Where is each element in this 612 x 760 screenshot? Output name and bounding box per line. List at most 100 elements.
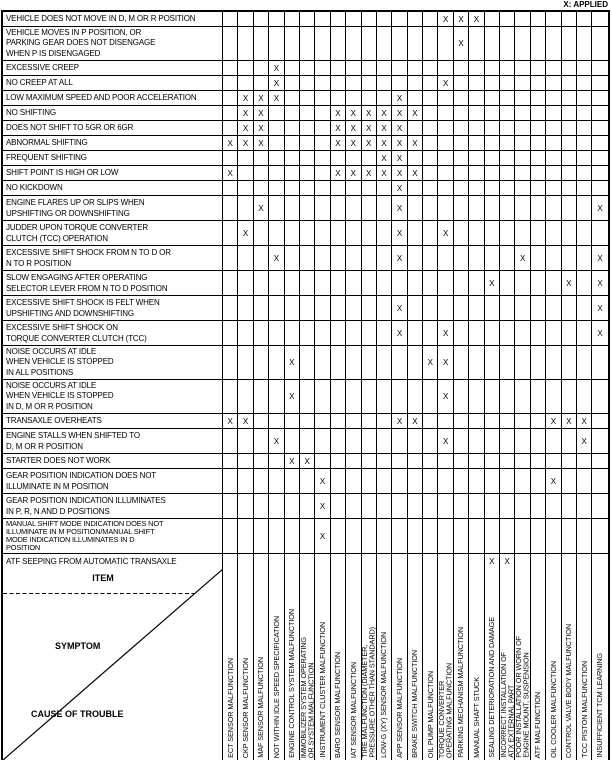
mark-cell xyxy=(469,181,485,195)
cause-column: OIL PUMP MALFUNCTION xyxy=(423,569,439,760)
mark-cell xyxy=(577,296,593,320)
applied-mark-cell: X xyxy=(331,106,347,120)
mark-cell xyxy=(223,151,239,165)
mark-cell xyxy=(531,454,547,468)
mark-cell xyxy=(562,246,577,270)
mark-cell xyxy=(592,346,607,379)
mark-cell xyxy=(469,106,485,120)
mark-cell xyxy=(362,151,377,165)
mark-cell xyxy=(469,469,485,493)
symptom-row: JUDDER UPON TORQUE CONVERTER CLUTCH (TCC… xyxy=(3,221,608,246)
mark-cell xyxy=(592,414,607,428)
mark-cell xyxy=(285,494,300,518)
symptom-row: NO CREEP AT ALL X X xyxy=(3,76,608,91)
symptom-row: SLOW ENGAGING AFTER OPERATING SELECTOR L… xyxy=(3,271,608,296)
mark-cell xyxy=(238,469,254,493)
mark-cell xyxy=(500,519,516,553)
mark-cell xyxy=(423,76,439,90)
mark-cell xyxy=(377,196,393,220)
applied-mark-cell: X xyxy=(392,151,408,165)
applied-mark-cell: X xyxy=(238,414,254,428)
mark-cell xyxy=(454,91,470,105)
mark-cell xyxy=(392,494,408,518)
mark-cell xyxy=(546,321,562,345)
mark-cell xyxy=(485,321,501,345)
mark-cell xyxy=(223,181,239,195)
mark-cell xyxy=(315,121,331,135)
mark-cell xyxy=(562,151,577,165)
applied-mark-cell: X xyxy=(515,246,531,270)
mark-cell xyxy=(562,221,577,245)
mark-cell xyxy=(454,414,470,428)
symptom-label: TRANSAXLE OVERHEATS xyxy=(3,414,223,428)
symptom-row: STARTER DOES NOT WORK X X xyxy=(3,454,608,469)
mark-cell xyxy=(223,221,239,245)
mark-cell xyxy=(346,469,362,493)
symptom-label: NOISE OCCURS AT IDLE WHEN VEHICLE IS STO… xyxy=(3,346,223,379)
mark-cell xyxy=(254,246,270,270)
applied-mark-cell: X xyxy=(577,414,593,428)
applied-mark-cell: X xyxy=(346,106,362,120)
mark-cell xyxy=(362,494,377,518)
mark-cell xyxy=(546,429,562,453)
mark-cell xyxy=(346,321,362,345)
mark-cell xyxy=(269,221,285,245)
mark-cell xyxy=(515,196,531,220)
mark-cell xyxy=(531,246,547,270)
mark-cell xyxy=(408,151,424,165)
mark-cell xyxy=(562,91,577,105)
symptom-row: NO KICKDOWN X xyxy=(3,181,608,196)
mark-cell xyxy=(438,27,454,60)
x-mark: X xyxy=(350,123,356,133)
mark-cell xyxy=(392,61,408,75)
mark-cell xyxy=(408,181,424,195)
mark-cell xyxy=(531,221,547,245)
mark-cell xyxy=(315,321,331,345)
mark-cell xyxy=(285,271,300,295)
mark-cell xyxy=(238,61,254,75)
applied-mark-cell: X xyxy=(485,554,501,569)
mark-cell xyxy=(408,296,424,320)
mark-cell xyxy=(423,121,439,135)
mark-cell xyxy=(515,494,531,518)
mark-cell xyxy=(562,346,577,379)
mark-cell xyxy=(469,296,485,320)
mark-cell xyxy=(577,469,593,493)
mark-cell xyxy=(592,554,607,569)
mark-cell xyxy=(315,76,331,90)
mark-cell xyxy=(285,12,300,26)
applied-mark-cell: X xyxy=(362,166,377,180)
x-mark: X xyxy=(504,557,510,566)
symptom-label: ATF SEEPING FROM AUTOMATIC TRANSAXLE xyxy=(3,554,223,569)
mark-cell xyxy=(577,27,593,60)
mark-cell xyxy=(515,296,531,320)
corner-diagonal-divider xyxy=(3,569,223,760)
mark-cell xyxy=(346,76,362,90)
mark-cell xyxy=(423,27,439,60)
mark-cell xyxy=(223,106,239,120)
mark-cell xyxy=(377,429,393,453)
mark-cell xyxy=(331,296,347,320)
mark-cell xyxy=(331,151,347,165)
mark-cell xyxy=(562,121,577,135)
mark-cell xyxy=(515,61,531,75)
mark-cell xyxy=(546,136,562,150)
mark-cell xyxy=(577,61,593,75)
mark-cell xyxy=(546,166,562,180)
mark-cell xyxy=(346,346,362,379)
applied-mark-cell: X xyxy=(577,429,593,453)
symptom-row: EXCESSIVE SHIFT SHOCK FROM N TO D OR N T… xyxy=(3,246,608,271)
mark-cell xyxy=(438,196,454,220)
mark-cell xyxy=(515,414,531,428)
mark-cell xyxy=(377,380,393,413)
mark-cell xyxy=(315,91,331,105)
mark-cell xyxy=(577,151,593,165)
mark-cell xyxy=(454,454,470,468)
x-mark: X xyxy=(242,138,249,148)
mark-cell xyxy=(485,346,501,379)
mark-cell xyxy=(269,454,285,468)
applied-mark-cell: X xyxy=(377,166,393,180)
mark-cell xyxy=(485,91,501,105)
mark-cell xyxy=(377,12,393,26)
applied-mark-cell: X xyxy=(377,106,393,120)
